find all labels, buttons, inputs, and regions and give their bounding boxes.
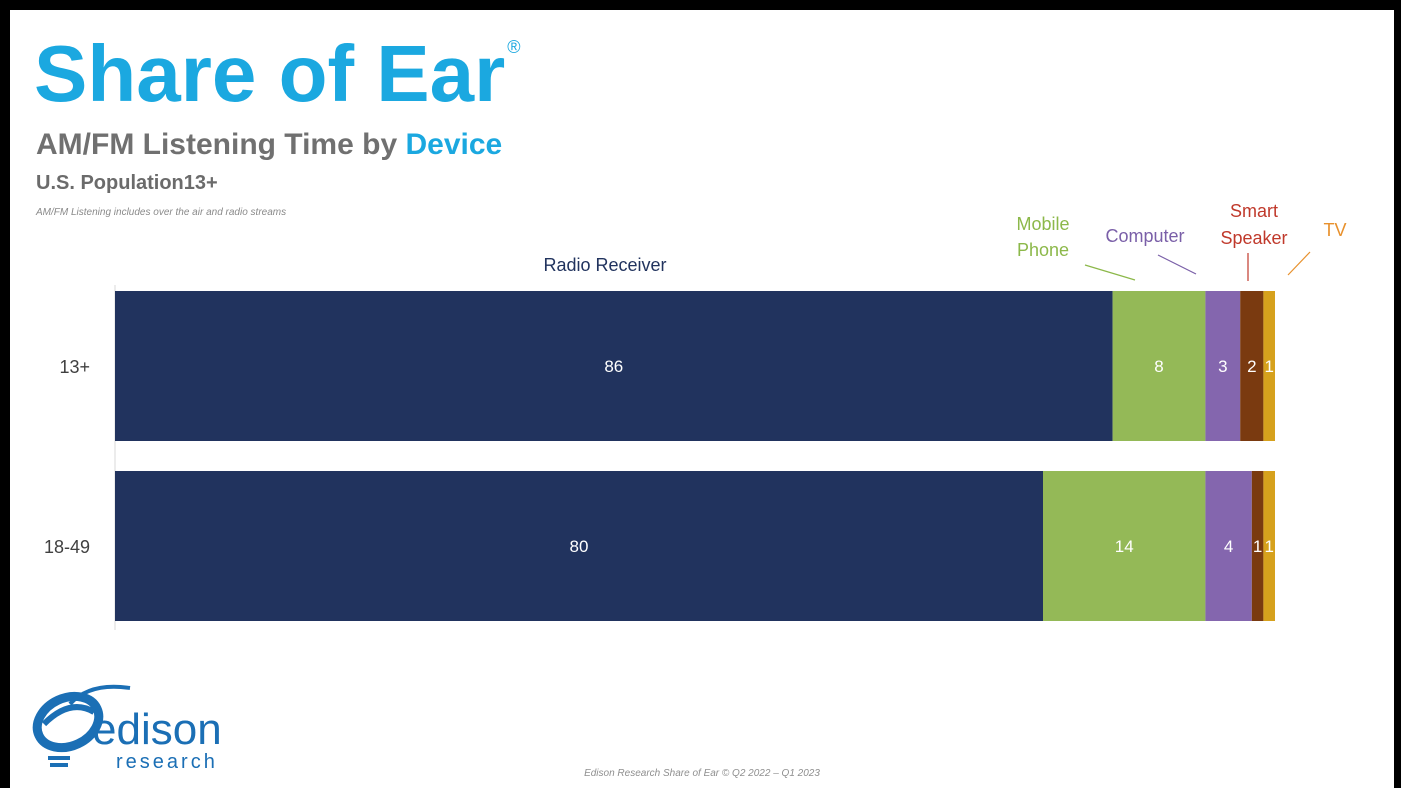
bar-segment [1251,471,1264,621]
data-label: 2 [1247,357,1256,376]
category-label: 13+ [59,357,90,377]
legend-label: TV [1323,220,1346,240]
legend-label: Computer [1105,226,1184,246]
legend-leader-line [1287,251,1311,276]
bar-segment [1263,471,1275,621]
bar-segment [1112,291,1206,441]
chart-subtitle: AM/FM Listening Time by Device [36,128,502,162]
subtitle-highlight: Device [405,128,503,161]
bar-segment [1205,291,1241,441]
page-title: Share of Ear ® [34,34,521,114]
data-label: 80 [570,537,589,556]
data-label: 4 [1224,537,1233,556]
bar-segment [1240,291,1264,441]
legend-label: Radio Receiver [543,255,666,275]
subtitle-prefix: AM/FM Listening Time by [36,128,406,161]
bar-segment [1043,471,1206,621]
data-label: 86 [604,357,623,376]
legend-leader-line [1084,264,1136,281]
data-label: 14 [1115,537,1134,556]
edison-logo-icon: edison research [32,684,222,773]
population-label: U.S. Population13+ [36,172,218,194]
bar-segment [1263,291,1275,441]
bar-segment [1205,471,1252,621]
footnote: AM/FM Listening includes over the air an… [36,207,287,218]
legend-label: Smart [1230,201,1278,221]
logo-wordmark: edison [92,705,222,754]
legend-label: Phone [1017,240,1069,260]
data-label: 1 [1253,537,1262,556]
category-label: 18-49 [44,537,90,557]
data-label: 1 [1264,537,1273,556]
legend-label: Speaker [1220,228,1287,248]
slide: Share of Ear ® AM/FM Listening Time by De… [10,10,1394,788]
data-label: 1 [1264,357,1273,376]
bar-segment [115,291,1113,441]
legend-leader-line [1157,254,1197,275]
data-label: 8 [1154,357,1163,376]
bar-segment [115,471,1043,621]
legend-label: Mobile [1016,214,1069,234]
source-note: Edison Research Share of Ear © Q2 2022 –… [584,768,820,779]
title-text: Share of Ear [34,29,506,118]
logo-subtext: research [116,751,218,773]
data-label: 3 [1218,357,1227,376]
registered-mark: ® [507,37,521,57]
edison-research-logo: edison research [30,678,270,778]
